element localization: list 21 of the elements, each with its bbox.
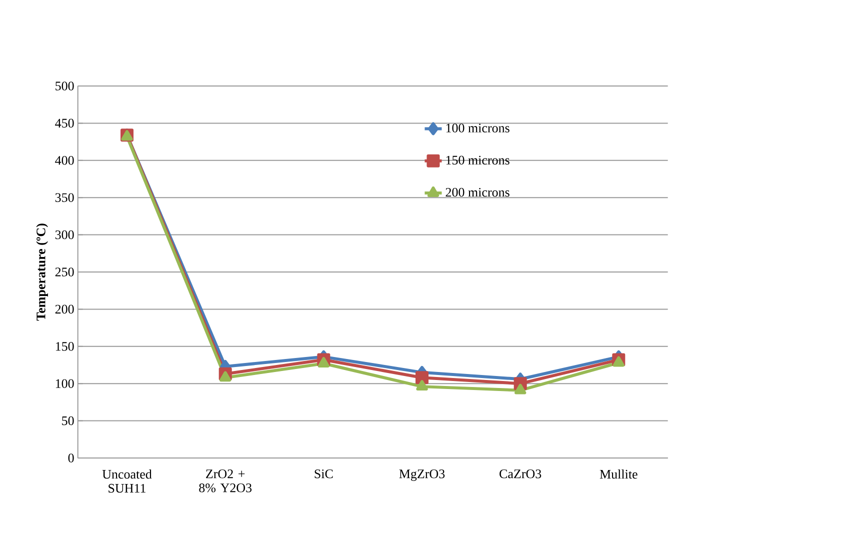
y-tick-label: 200 — [55, 304, 74, 314]
x-tick-label: ZrO2 + 8% Y2O3 — [199, 470, 252, 492]
y-tick-label: 500 — [56, 82, 74, 90]
x-tick-label: Uncoated SUH11 — [102, 470, 152, 493]
y-tick-label: 400 — [55, 156, 74, 165]
y-tick-label: 350 — [55, 193, 74, 202]
x-tick-label: SiC — [314, 470, 333, 478]
y-tick-label: 50 — [62, 416, 74, 426]
legend-label: 200 microns — [446, 188, 510, 197]
y-tick-label: 450 — [55, 118, 74, 128]
x-tick-label: Mullite — [600, 470, 638, 479]
y-tick-label: 150 — [56, 342, 74, 351]
x-tick-label: MgZrO3 — [399, 470, 445, 481]
legend-label: 100 microns — [446, 124, 510, 132]
y-tick-label: 100 — [56, 379, 74, 388]
legend-label: 150 microns — [446, 156, 510, 165]
y-axis-title: Temperature (ºC) — [36, 224, 48, 321]
x-tick-label: CaZrO3 — [500, 470, 542, 478]
y-tick-label: 0 — [68, 454, 74, 462]
y-tick-label: 300 — [55, 230, 74, 240]
y-tick-label: 250 — [55, 268, 74, 276]
